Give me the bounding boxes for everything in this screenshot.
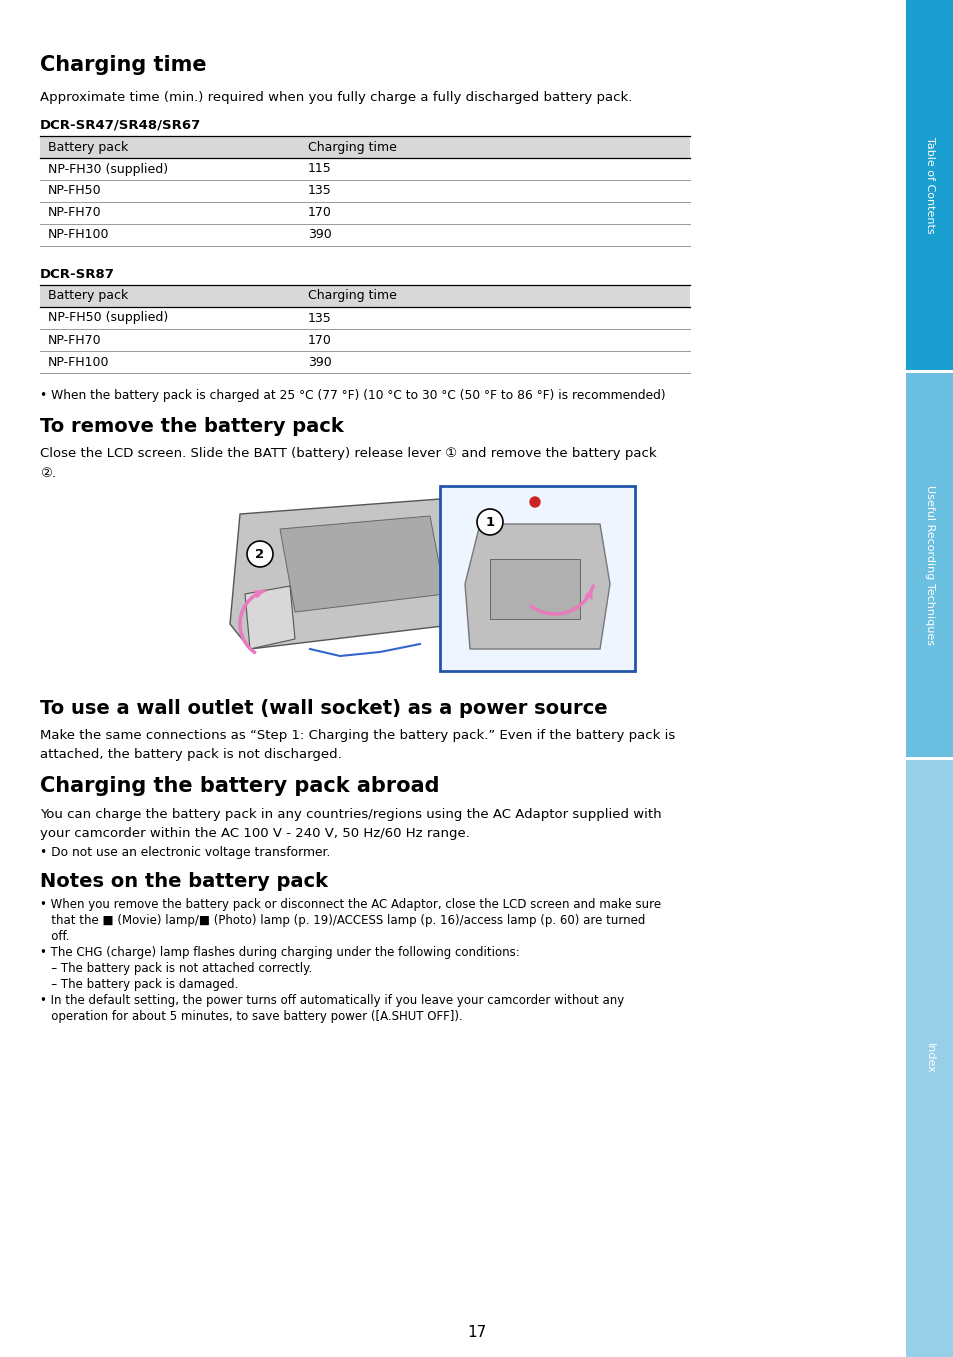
Text: • When the battery pack is charged at 25 °C (77 °F) (10 °C to 30 °C (50 °F to 86: • When the battery pack is charged at 25…: [40, 389, 665, 402]
Text: 170: 170: [308, 334, 332, 346]
Text: Notes on the battery pack: Notes on the battery pack: [40, 873, 328, 892]
Text: off.: off.: [40, 930, 70, 943]
Bar: [905, 760, 953, 1357]
Text: Approximate time (min.) required when you fully charge a fully discharged batter: Approximate time (min.) required when yo…: [40, 91, 632, 104]
Text: 2: 2: [255, 547, 264, 560]
Bar: [40, 285, 689, 307]
Text: 135: 135: [308, 312, 332, 324]
Circle shape: [247, 541, 273, 567]
Text: NP-FH100: NP-FH100: [48, 228, 110, 242]
Text: 1: 1: [485, 516, 494, 528]
Text: Charging time: Charging time: [308, 141, 396, 153]
Bar: [905, 0, 953, 370]
Text: NP-FH70: NP-FH70: [48, 206, 102, 220]
Text: Useful Recording Techniques: Useful Recording Techniques: [924, 484, 934, 645]
Text: DCR-SR47/SR48/SR67: DCR-SR47/SR48/SR67: [40, 119, 201, 132]
Polygon shape: [245, 586, 294, 649]
Text: operation for about 5 minutes, to save battery power ([A.SHUT OFF]).: operation for about 5 minutes, to save b…: [40, 1010, 462, 1023]
Bar: [490, 559, 579, 619]
Text: that the ■ (Movie) lamp/■ (Photo) lamp (p. 19)/ACCESS lamp (p. 16)/access lamp (: that the ■ (Movie) lamp/■ (Photo) lamp (…: [40, 915, 644, 927]
Text: • In the default setting, the power turns off automatically if you leave your ca: • In the default setting, the power turn…: [40, 993, 623, 1007]
Text: ②.: ②.: [40, 467, 56, 480]
Text: Close the LCD screen. Slide the BATT (battery) release lever ① and remove the ba: Close the LCD screen. Slide the BATT (ba…: [40, 446, 656, 460]
Text: 17: 17: [467, 1324, 486, 1339]
Text: attached, the battery pack is not discharged.: attached, the battery pack is not discha…: [40, 748, 341, 761]
Text: Charging time: Charging time: [40, 56, 207, 75]
Text: – The battery pack is not attached correctly.: – The battery pack is not attached corre…: [40, 962, 312, 974]
Text: NP-FH100: NP-FH100: [48, 356, 110, 369]
Text: 135: 135: [308, 185, 332, 198]
Text: NP-FH50 (supplied): NP-FH50 (supplied): [48, 312, 168, 324]
Text: To remove the battery pack: To remove the battery pack: [40, 417, 343, 436]
Text: Battery pack: Battery pack: [48, 289, 128, 303]
Text: You can charge the battery pack in any countries/regions using the AC Adaptor su: You can charge the battery pack in any c…: [40, 807, 661, 821]
Bar: [905, 373, 953, 757]
Text: NP-FH70: NP-FH70: [48, 334, 102, 346]
Text: NP-FH30 (supplied): NP-FH30 (supplied): [48, 163, 168, 175]
Text: • When you remove the battery pack or disconnect the AC Adaptor, close the LCD s: • When you remove the battery pack or di…: [40, 898, 660, 911]
Text: Charging time: Charging time: [308, 289, 396, 303]
Text: your camcorder within the AC 100 V - 240 V, 50 Hz/60 Hz range.: your camcorder within the AC 100 V - 240…: [40, 826, 470, 840]
Polygon shape: [280, 516, 444, 612]
Text: 170: 170: [308, 206, 332, 220]
Text: 390: 390: [308, 356, 332, 369]
Text: – The battery pack is damaged.: – The battery pack is damaged.: [40, 978, 238, 991]
Text: To use a wall outlet (wall socket) as a power source: To use a wall outlet (wall socket) as a …: [40, 699, 607, 718]
Text: • Do not use an electronic voltage transformer.: • Do not use an electronic voltage trans…: [40, 845, 330, 859]
Circle shape: [530, 497, 539, 508]
Circle shape: [476, 509, 502, 535]
Text: Battery pack: Battery pack: [48, 141, 128, 153]
Text: NP-FH50: NP-FH50: [48, 185, 102, 198]
Text: Table of Contents: Table of Contents: [924, 137, 934, 233]
Text: Index: Index: [924, 1044, 934, 1073]
Polygon shape: [464, 524, 609, 649]
Bar: [40, 136, 689, 157]
Polygon shape: [230, 499, 459, 649]
Text: 115: 115: [308, 163, 332, 175]
Bar: [439, 486, 635, 670]
Text: 390: 390: [308, 228, 332, 242]
Text: Charging the battery pack abroad: Charging the battery pack abroad: [40, 776, 439, 797]
Text: Make the same connections as “Step 1: Charging the battery pack.” Even if the ba: Make the same connections as “Step 1: Ch…: [40, 729, 675, 742]
Text: • The CHG (charge) lamp flashes during charging under the following conditions:: • The CHG (charge) lamp flashes during c…: [40, 946, 519, 959]
Text: DCR-SR87: DCR-SR87: [40, 267, 114, 281]
